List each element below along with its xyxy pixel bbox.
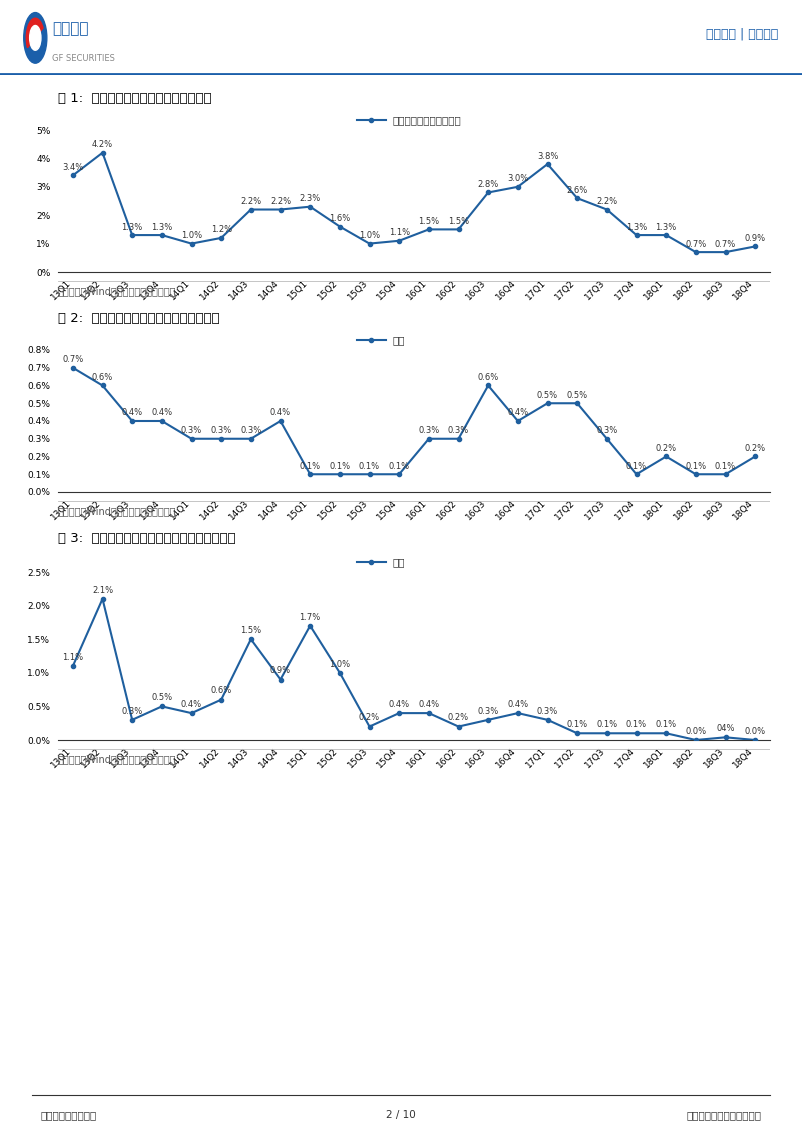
Text: 数据来源：Wind，广发证券发展研究中心: 数据来源：Wind，广发证券发展研究中心 [58,287,176,296]
Text: 0.4%: 0.4% [389,700,410,709]
Text: 图 1:  公募基金对建筑板块持仓情况变动: 图 1: 公募基金对建筑板块持仓情况变动 [58,92,212,104]
Text: GF SECURITIES: GF SECURITIES [52,54,115,63]
Text: 0.1%: 0.1% [596,721,618,729]
Text: 0.6%: 0.6% [477,373,499,382]
Text: 房建: 房建 [393,335,405,346]
Text: 1.5%: 1.5% [419,216,439,225]
Text: 4.2%: 4.2% [92,140,113,150]
Text: 装修: 装修 [393,557,405,566]
Text: 0.1%: 0.1% [359,462,380,470]
Text: 0.4%: 0.4% [152,409,172,417]
Text: 1.7%: 1.7% [299,613,321,622]
Text: 2.8%: 2.8% [477,180,499,189]
Text: 0.4%: 0.4% [122,409,143,417]
Text: 1.3%: 1.3% [655,222,677,231]
Text: 2.3%: 2.3% [299,194,321,203]
Text: 0.4%: 0.4% [508,409,529,417]
Text: 1.3%: 1.3% [122,222,143,231]
Text: 1.2%: 1.2% [211,225,232,235]
Text: 0.7%: 0.7% [63,356,83,364]
Text: 0.6%: 0.6% [211,687,232,696]
Text: 0.2%: 0.2% [655,444,677,453]
Text: 请务必阅读末页的免责声明: 请务必阅读末页的免责声明 [687,1110,762,1121]
Text: 0.2%: 0.2% [744,444,766,453]
Wedge shape [26,18,43,48]
Text: 2.2%: 2.2% [270,197,291,206]
Text: 1.0%: 1.0% [181,231,202,240]
Text: 04%: 04% [716,724,735,733]
Text: 1.6%: 1.6% [329,214,350,223]
Text: 1.5%: 1.5% [241,627,261,634]
Text: 图 3:  公募基金对装修装饰子板块持仓情况变动: 图 3: 公募基金对装修装饰子板块持仓情况变动 [58,531,236,545]
Text: 0.1%: 0.1% [655,721,677,729]
Text: 跟踪分析 | 建筑装饰: 跟踪分析 | 建筑装饰 [706,27,778,41]
Text: 0.7%: 0.7% [715,239,736,248]
Text: 2 / 10: 2 / 10 [386,1110,416,1121]
Text: 0.1%: 0.1% [685,462,707,470]
Text: 0.3%: 0.3% [122,707,143,716]
Text: 0.5%: 0.5% [566,391,588,400]
Text: 0.4%: 0.4% [270,409,291,417]
Text: 0.3%: 0.3% [477,707,499,716]
Text: 0.5%: 0.5% [537,391,558,400]
Text: 0.1%: 0.1% [715,462,736,470]
Text: 识别风险，发现价值: 识别风险，发现价值 [40,1110,96,1121]
Circle shape [30,26,41,50]
Text: 2.2%: 2.2% [596,197,618,206]
Text: 1.3%: 1.3% [626,222,647,231]
Text: 0.9%: 0.9% [270,666,291,675]
Text: 2.1%: 2.1% [92,586,113,595]
Text: 0.1%: 0.1% [330,462,350,470]
Text: 0.5%: 0.5% [152,693,172,702]
Text: 0.3%: 0.3% [537,707,558,716]
Circle shape [24,12,47,63]
Text: 3.8%: 3.8% [537,152,558,161]
Text: 广发证券: 广发证券 [52,22,89,36]
Text: 0.1%: 0.1% [389,462,410,470]
Text: 0.1%: 0.1% [626,462,647,470]
Text: 基金对建筑行业持仓比例: 基金对建筑行业持仓比例 [393,116,461,125]
Text: 0.3%: 0.3% [418,426,439,435]
Text: 0.3%: 0.3% [211,426,232,435]
Text: 0.3%: 0.3% [596,426,618,435]
Text: 1.1%: 1.1% [389,228,410,237]
Text: 0.1%: 0.1% [566,721,588,729]
Text: 图 2:  公募基金对房建子板块持仓情况变动: 图 2: 公募基金对房建子板块持仓情况变动 [58,312,220,324]
Text: 0.6%: 0.6% [92,373,113,382]
Text: 1.3%: 1.3% [152,222,172,231]
Text: 数据来源：Wind，广发证券发展研究中心: 数据来源：Wind，广发证券发展研究中心 [58,506,176,517]
Text: 0.1%: 0.1% [626,721,647,729]
Text: 0.9%: 0.9% [744,233,766,242]
Text: 2.6%: 2.6% [566,186,588,195]
Text: 2.2%: 2.2% [241,197,261,206]
Text: 1.5%: 1.5% [448,216,469,225]
Text: 0.0%: 0.0% [685,726,707,735]
Text: 0.4%: 0.4% [181,700,202,709]
Text: 0.1%: 0.1% [300,462,321,470]
Text: 1.0%: 1.0% [330,659,350,668]
Text: 0.3%: 0.3% [241,426,261,435]
Text: 3.4%: 3.4% [63,163,83,172]
Text: 0.4%: 0.4% [508,700,529,709]
Text: 0.3%: 0.3% [448,426,469,435]
Text: 0.3%: 0.3% [181,426,202,435]
Text: 0.2%: 0.2% [448,714,469,723]
Text: 1.0%: 1.0% [359,231,380,240]
Text: 数据来源：Wind，广发证券发展研究中心: 数据来源：Wind，广发证券发展研究中心 [58,755,176,764]
Text: 0.0%: 0.0% [744,726,766,735]
Text: 0.4%: 0.4% [419,700,439,709]
Text: 3.0%: 3.0% [507,174,529,184]
Text: 0.2%: 0.2% [359,714,380,723]
Text: 1.1%: 1.1% [63,653,83,662]
Text: 0.7%: 0.7% [685,239,707,248]
